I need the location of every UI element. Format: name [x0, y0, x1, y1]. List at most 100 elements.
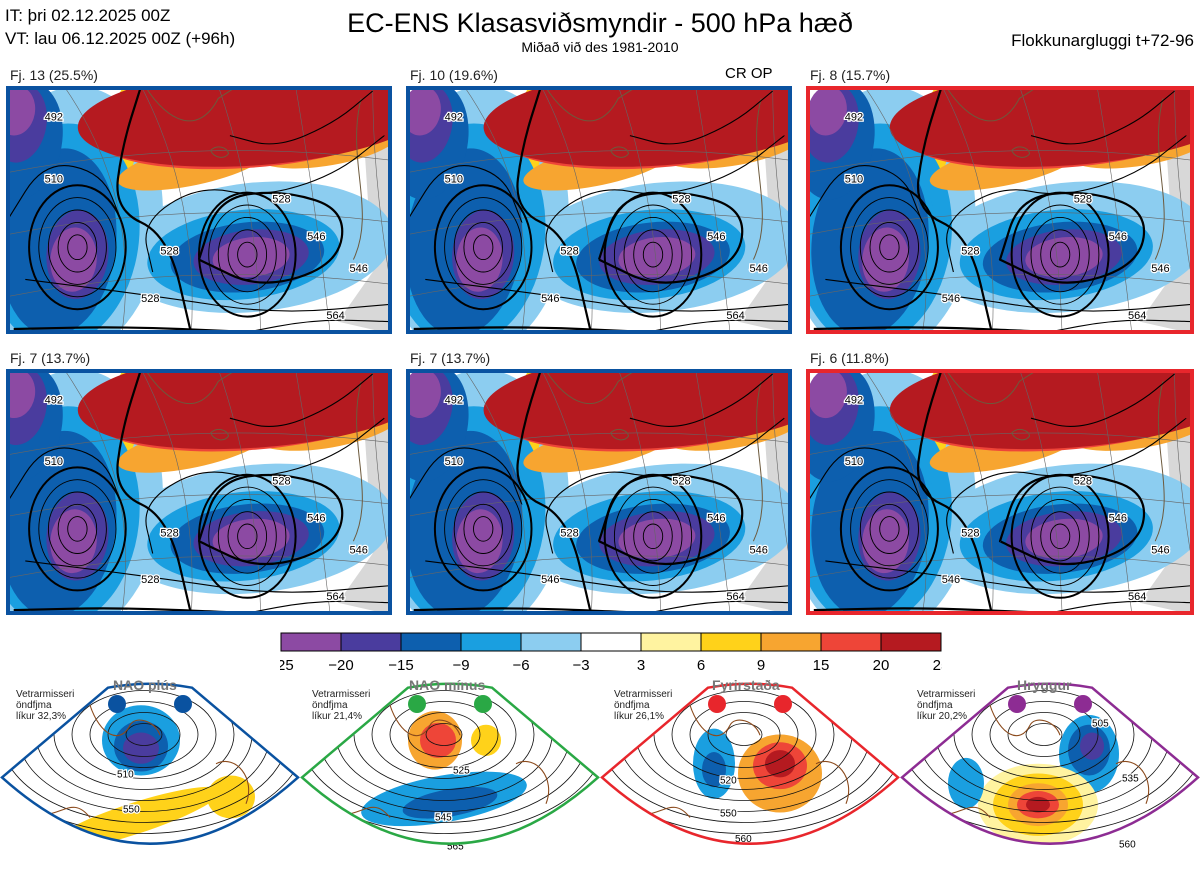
- contour-label-3: 528: [1074, 476, 1092, 488]
- regime-blocking-stats: Vetrarmisseri öndfjma líkur 26,1%: [614, 689, 672, 722]
- regime-contour-2: [107, 712, 181, 757]
- regime-marker-left: [1008, 695, 1026, 713]
- colorbar-tick-5: −3: [572, 657, 589, 672]
- low-contour-1-1: [642, 523, 664, 550]
- meridian-4: [372, 86, 392, 294]
- meridian-4: [372, 369, 392, 576]
- contour-label-0: 492: [845, 394, 863, 406]
- cluster-map-6: 492 510 528 528 546 546 546 564: [806, 369, 1194, 615]
- regime-marker-right: [174, 695, 192, 713]
- contour-label-6: 546: [1151, 545, 1169, 557]
- height-contour-1: [406, 447, 523, 505]
- contour-label-2: 528: [560, 246, 578, 258]
- regime-frame: [0, 682, 300, 845]
- low-contour-0-4: [444, 479, 523, 579]
- low-contour-1-4: [613, 486, 693, 586]
- parallel-0: [406, 432, 792, 456]
- height-contour-3: [597, 473, 744, 566]
- land-patch: [337, 418, 392, 615]
- low-contour-1-4: [208, 204, 287, 305]
- regime-nao-plus-stats: Vetrarmisseri öndfjma líkur 32,3%: [16, 689, 74, 722]
- low-contour-0-4: [444, 197, 523, 298]
- regime-nao-plus-title: NAO plús: [113, 677, 177, 693]
- low-contour-0-4: [850, 479, 929, 579]
- low-contour-1-2: [1040, 229, 1080, 280]
- low-contour-0-1: [879, 516, 900, 542]
- parallel-1: [806, 212, 1194, 236]
- panel-frame: [806, 369, 1194, 615]
- anomaly-shade-18: [483, 369, 792, 450]
- contour-label-4: 546: [942, 293, 960, 305]
- probability-label: líkur 32,3%: [16, 711, 67, 722]
- parallel-0: [806, 432, 1194, 456]
- contour-label-3: 528: [672, 476, 690, 488]
- height-contour-1: [6, 447, 123, 505]
- meridian-2: [218, 86, 262, 334]
- low-contour-0-5: [433, 466, 533, 592]
- meridian-2: [1019, 369, 1063, 615]
- anomaly-shade-21: [618, 236, 696, 278]
- coastline-scandinavia: [752, 381, 763, 542]
- height-contour-3: [597, 191, 744, 284]
- panel-frame: [406, 369, 792, 615]
- meridian-0: [863, 369, 927, 615]
- regime-contour-label-1: 545: [435, 812, 452, 823]
- colorbar-bin-8: [760, 632, 822, 652]
- low-contour-0-3: [859, 209, 919, 285]
- parallel-0: [406, 150, 792, 174]
- colorbar-tick-8: 9: [757, 657, 765, 672]
- anomaly-shade-18: [77, 86, 392, 167]
- height-contour-2: [545, 417, 785, 554]
- regime-nao-minus-title: NAO mínus: [409, 677, 486, 693]
- season-label: Vetrarmisseri: [917, 689, 976, 700]
- low-contour-0-4: [38, 479, 117, 579]
- regime-anomaly-4: [765, 750, 795, 778]
- land-patch: [737, 418, 792, 615]
- parallel-2: [6, 274, 392, 298]
- panel-frame: [406, 86, 792, 334]
- low-contour-0-1: [473, 234, 494, 261]
- regime-contour-9: [302, 683, 598, 834]
- cluster-map-4: 492 510 528 528 528 546 546 564: [6, 369, 392, 615]
- panel-5-label: Fj. 7 (13.7%): [410, 350, 491, 366]
- coastline-scandinavia: [352, 381, 363, 542]
- low-contour-1-3: [623, 498, 683, 574]
- regime-contour-1: [725, 723, 763, 746]
- low-contour-0-2: [869, 221, 910, 273]
- anomaly-shade-20: [456, 509, 503, 574]
- low-contour-0-5: [839, 184, 939, 311]
- mode-label: öndfjma: [917, 700, 953, 711]
- meridian-4: [772, 369, 792, 576]
- contour-label-4: 546: [541, 574, 559, 586]
- meridian-1: [941, 86, 994, 334]
- anomaly-shade-21: [1025, 518, 1103, 559]
- parallel-1: [6, 494, 392, 517]
- contour-label-2: 528: [160, 246, 178, 258]
- contour-label-4: 546: [942, 574, 960, 586]
- colorbar-bin-2: [400, 632, 462, 652]
- coastline-greenland: [544, 369, 638, 404]
- meridian-4: [1174, 86, 1194, 294]
- contour-label-1: 510: [845, 456, 863, 468]
- meridian-0: [63, 86, 126, 334]
- low-contour-1-5: [198, 191, 297, 318]
- colorbar-bin-3: [460, 632, 522, 652]
- low-contour-0-1: [67, 234, 88, 261]
- initial-time: IT: þri 02.12.2025 00Z: [5, 6, 171, 25]
- contour-label-2: 528: [961, 246, 979, 258]
- contour-label-1: 510: [845, 174, 863, 186]
- coastline-iceland: [609, 428, 630, 441]
- low-contour-0-1: [473, 516, 494, 542]
- regime-anomaly-9: [1017, 850, 1047, 862]
- meridian-3: [695, 86, 731, 334]
- regime-contour-label-0: 525: [453, 766, 470, 777]
- contour-label-0: 492: [45, 394, 63, 406]
- low-contour-0-5: [839, 466, 939, 592]
- contour-label-1: 510: [445, 174, 463, 186]
- height-contour-3: [197, 191, 344, 284]
- low-contour-1-3: [1030, 498, 1090, 574]
- low-contour-0-2: [463, 503, 503, 554]
- regime-marker-right: [474, 695, 492, 713]
- regime-ridge-stats: Vetrarmisseri öndfjma líkur 20,2%: [917, 689, 975, 722]
- cluster-window-label: Flokkunargluggi t+72-96: [1011, 31, 1194, 50]
